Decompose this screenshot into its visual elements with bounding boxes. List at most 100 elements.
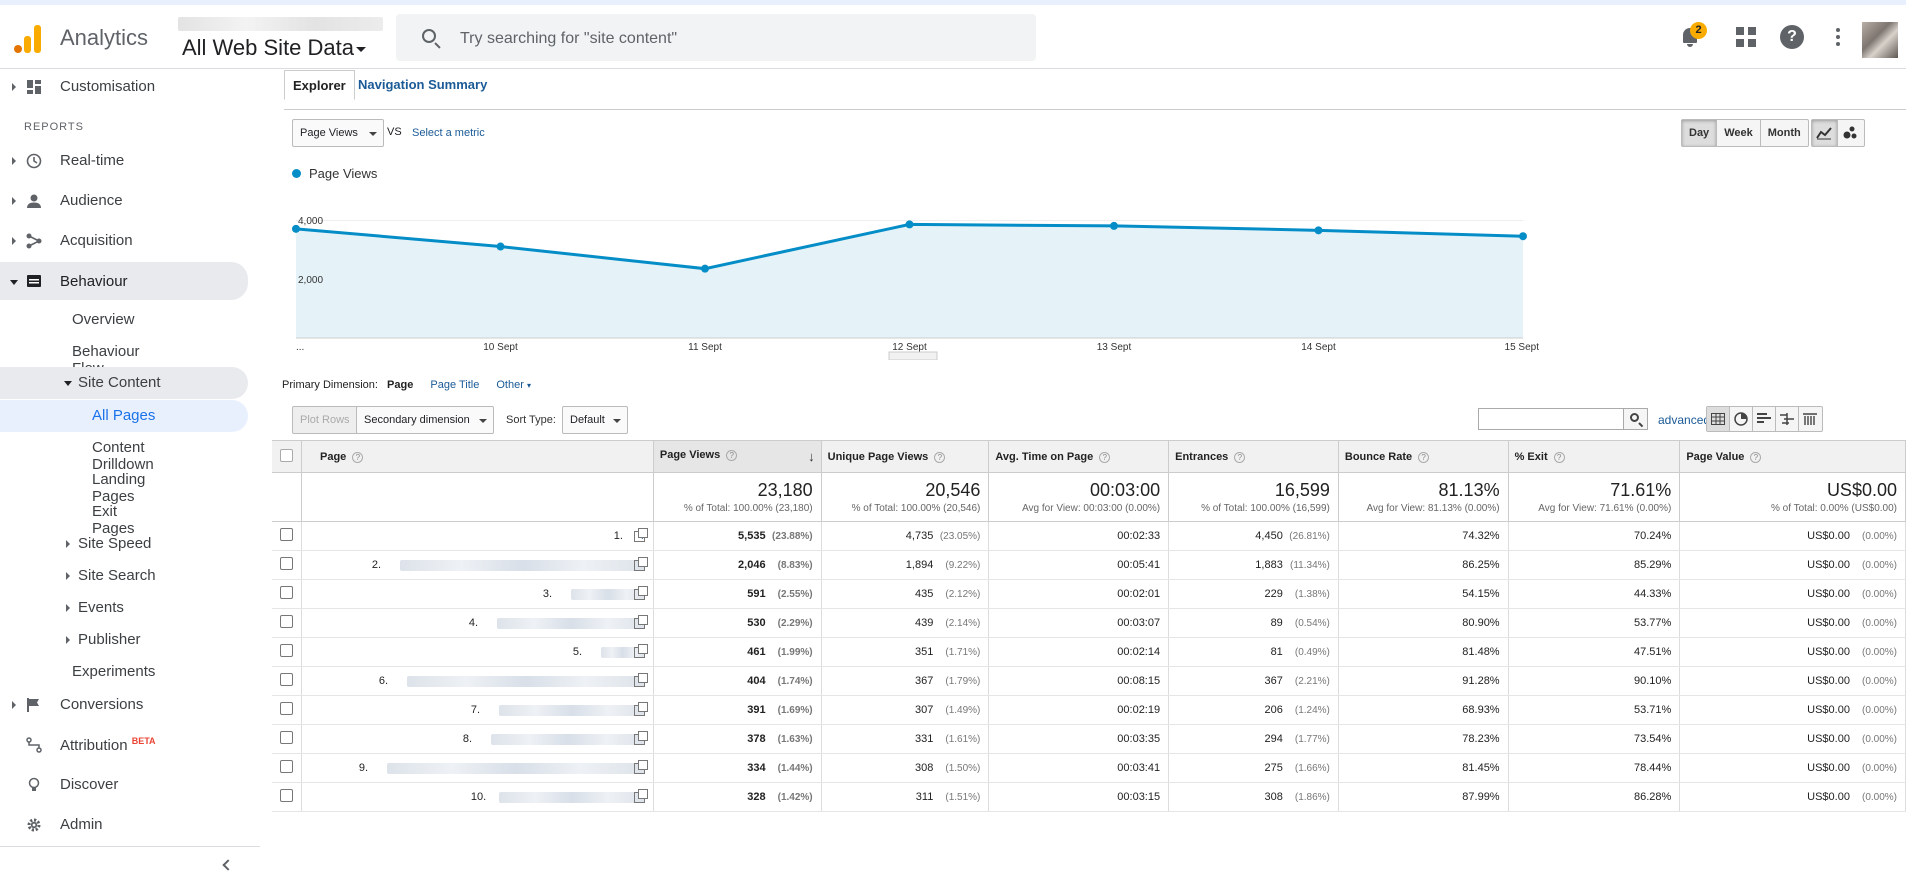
plot-rows-button[interactable]: Plot Rows [292, 406, 358, 434]
sidebar-item-conversions[interactable]: Conversions [0, 688, 248, 722]
view-selector[interactable]: All Web Site Data [182, 35, 355, 60]
sidebar-item-events[interactable]: Events [0, 592, 248, 624]
sort-type-select[interactable]: Default [562, 406, 628, 434]
row-checkbox[interactable] [280, 586, 293, 599]
pie-view-icon[interactable] [1730, 407, 1753, 431]
page-path-redacted[interactable] [496, 617, 645, 629]
clock-icon [26, 153, 42, 169]
col-bounce-rate[interactable]: Bounce Rate? [1338, 440, 1509, 473]
sidebar-item-audience[interactable]: Audience [0, 184, 248, 218]
open-in-new-icon[interactable] [633, 615, 648, 629]
pivot-view-icon[interactable] [1799, 407, 1822, 431]
data-point [1314, 226, 1323, 235]
row-checkbox[interactable] [280, 644, 293, 657]
exit-cell: 85.29% [1508, 550, 1681, 580]
page-path-redacted[interactable] [498, 791, 645, 803]
page-views-cell: 461 (1.99%) [653, 637, 822, 667]
week-button[interactable]: Week [1717, 120, 1761, 146]
row-checkbox[interactable] [280, 528, 293, 541]
page-path-redacted[interactable] [399, 559, 645, 571]
sidebar-item-all-pages[interactable]: All Pages [0, 400, 248, 432]
row-checkbox[interactable] [280, 731, 293, 744]
more-vert-icon[interactable] [1826, 25, 1850, 49]
row-checkbox[interactable] [280, 615, 293, 628]
col-unique-page-views[interactable]: Unique Page Views? [821, 440, 990, 473]
open-in-new-icon[interactable] [633, 702, 648, 716]
metric-select[interactable]: Page Views [292, 119, 384, 147]
x-tick-label: 15 Sept [1505, 342, 1540, 353]
open-in-new-icon[interactable] [633, 673, 648, 687]
open-in-new-icon[interactable] [633, 586, 648, 600]
open-in-new-icon[interactable] [633, 789, 648, 803]
sidebar-item-publisher[interactable]: Publisher [0, 624, 248, 656]
sidebar-item-attribution[interactable]: Attribution BETA [0, 728, 248, 762]
sidebar-item-site-content[interactable]: Site Content [0, 367, 248, 399]
row-checkbox[interactable] [280, 557, 293, 570]
sidebar-item-behaviour[interactable]: Behaviour [0, 262, 248, 300]
page-path-redacted[interactable] [386, 762, 645, 774]
open-in-new-icon[interactable] [633, 528, 648, 542]
row-checkbox[interactable] [280, 789, 293, 802]
sidebar-item-acquisition[interactable]: Acquisition [0, 224, 248, 258]
table-view-icon[interactable] [1707, 407, 1730, 431]
open-in-new-icon[interactable] [633, 731, 648, 745]
page-path-redacted[interactable] [490, 733, 645, 745]
bounce-rate-cell: 74.32% [1338, 521, 1509, 551]
table-search-input[interactable] [1478, 408, 1624, 430]
page-path-redacted[interactable] [498, 704, 645, 716]
row-checkbox[interactable] [280, 760, 293, 773]
row-checkbox[interactable] [280, 673, 293, 686]
data-point [1519, 232, 1527, 241]
advanced-filter-link[interactable]: advanced [1658, 413, 1711, 427]
select-metric-link[interactable]: Select a metric [412, 127, 485, 139]
day-button[interactable]: Day [1682, 120, 1718, 146]
page-path-redacted[interactable] [600, 646, 645, 658]
help-icon[interactable]: ? [1780, 25, 1804, 49]
comparison-view-icon[interactable] [1776, 407, 1799, 431]
dimension-page[interactable]: Page [387, 379, 414, 391]
motion-chart-icon[interactable] [1838, 120, 1864, 146]
entrances-cell: 4,450 (26.81%) [1168, 521, 1339, 551]
tab-explorer[interactable]: Explorer [284, 70, 355, 100]
sidebar-item-site-speed[interactable]: Site Speed [0, 528, 248, 560]
account-name-redacted [178, 17, 383, 31]
collapse-sidebar-icon[interactable] [222, 859, 234, 871]
col-avg-time-on-page[interactable]: Avg. Time on Page? [988, 440, 1170, 473]
dimension-page-title[interactable]: Page Title [430, 379, 480, 391]
sidebar-item-admin[interactable]: Admin [0, 808, 248, 842]
select-all-checkbox[interactable] [280, 448, 293, 462]
avg-time-cell: 00:02:01 [988, 579, 1170, 609]
unique-page-views-cell: 311 (1.51%) [821, 782, 990, 812]
month-button[interactable]: Month [1767, 127, 1801, 139]
open-in-new-icon[interactable] [633, 644, 648, 658]
page-path-redacted[interactable] [406, 675, 645, 687]
sidebar-item-customisation[interactable]: Customisation [0, 70, 248, 104]
table-row: 4. 530 (2.29%) 439 (2.14%) 00:03:07 89 (0.54… [272, 608, 1906, 638]
table-row: 10. 328 (1.42%) 311 (1.51%) 00:03:15 308 (1.… [272, 782, 1906, 812]
open-in-new-icon[interactable] [633, 760, 648, 774]
line-chart-icon[interactable] [1812, 120, 1838, 146]
open-in-new-icon[interactable] [633, 557, 648, 571]
user-avatar[interactable] [1862, 22, 1898, 58]
secondary-dimension-select[interactable]: Secondary dimension [356, 406, 494, 434]
performance-view-icon[interactable] [1753, 407, 1776, 431]
area-fill [296, 224, 1523, 338]
page-views-cell: 404 (1.74%) [653, 666, 822, 696]
col-page-views[interactable]: Page Views? ↓ [653, 440, 822, 473]
search-bar[interactable]: Try searching for "site content" [396, 14, 1036, 61]
sidebar-item-realtime[interactable]: Real-time [0, 144, 248, 178]
row-checkbox[interactable] [280, 702, 293, 715]
analytics-logo-icon[interactable] [14, 21, 42, 53]
col-entrances[interactable]: Entrances? [1168, 440, 1339, 473]
table-search-button[interactable] [1624, 408, 1648, 430]
dimension-other[interactable]: Other ▾ [496, 379, 531, 391]
view-selector-caret-icon[interactable] [356, 47, 366, 52]
tab-navigation-summary[interactable]: Navigation Summary [358, 77, 488, 92]
sidebar-item-site-search[interactable]: Site Search [0, 560, 248, 592]
col-page-value[interactable]: Page Value? [1679, 440, 1906, 473]
sidebar-item-discover[interactable]: Discover [0, 768, 248, 802]
col-exit[interactable]: % Exit? [1508, 440, 1681, 473]
page-path-redacted[interactable] [570, 588, 645, 600]
col-page[interactable]: Page? [301, 440, 654, 473]
apps-grid-icon[interactable] [1734, 25, 1758, 49]
